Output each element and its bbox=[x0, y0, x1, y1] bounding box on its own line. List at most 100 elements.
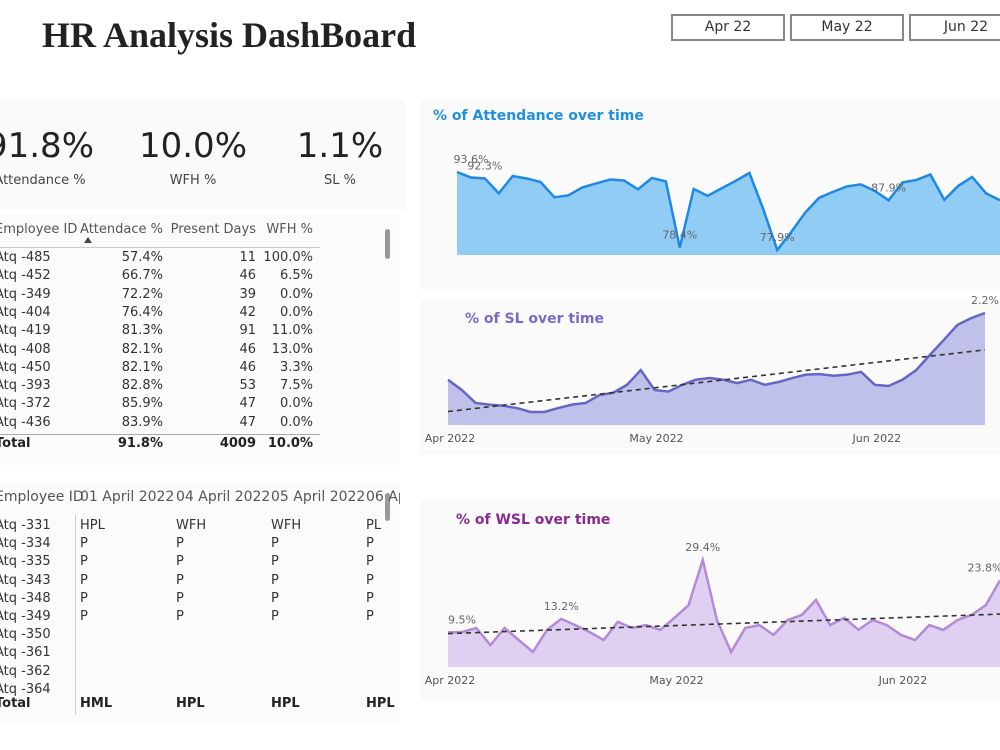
value-label: 87.9% bbox=[871, 181, 906, 194]
x-tick-label: May 2022 bbox=[629, 432, 683, 445]
table-cell: 13.0% bbox=[271, 341, 313, 357]
table-cell: P bbox=[366, 536, 374, 552]
table-cell: Atq -335 bbox=[0, 554, 51, 570]
table-cell: Atq -419 bbox=[0, 323, 51, 339]
table-cell: WFH bbox=[176, 518, 207, 533]
scrollbar[interactable] bbox=[385, 493, 390, 521]
scrollbar[interactable] bbox=[385, 229, 390, 259]
column-header[interactable]: Employee ID bbox=[0, 222, 78, 237]
table-cell: 42 bbox=[239, 304, 256, 320]
row-header-rule bbox=[75, 515, 76, 715]
kpi-label: WFH % bbox=[169, 173, 217, 188]
chart-title: % of Attendance over time bbox=[433, 108, 644, 124]
table-cell: 47 bbox=[239, 396, 256, 412]
trend-line bbox=[447, 613, 1000, 635]
area-fill bbox=[448, 313, 985, 425]
table-cell: P bbox=[271, 554, 279, 570]
table-cell: P bbox=[366, 554, 374, 570]
table-cell: P bbox=[176, 536, 184, 552]
table-cell: 39 bbox=[239, 286, 256, 302]
column-header[interactable]: 01 April 2022 bbox=[80, 489, 175, 505]
kpi-label: SL % bbox=[324, 173, 356, 188]
header-rule bbox=[0, 247, 320, 248]
chart-title: % of SL over time bbox=[465, 311, 604, 327]
slicer-button[interactable]: Jun 22 bbox=[909, 14, 1000, 41]
table-cell: 47 bbox=[239, 414, 256, 430]
total-cell: HPL bbox=[366, 696, 395, 711]
table-cell: Atq -404 bbox=[0, 304, 51, 320]
column-header[interactable]: 05 April 2022 bbox=[271, 489, 366, 505]
line bbox=[456, 170, 1000, 253]
total-cell: Total bbox=[0, 436, 31, 451]
value-label: 9.5% bbox=[448, 613, 476, 626]
table-cell: 7.5% bbox=[279, 378, 313, 394]
table-cell: 0.0% bbox=[279, 286, 313, 302]
table-cell: Atq -452 bbox=[0, 268, 51, 284]
table-cell: Atq -364 bbox=[0, 681, 51, 697]
total-cell: Total bbox=[0, 696, 31, 711]
table-cell: Atq -485 bbox=[0, 250, 51, 265]
table-cell: 0.0% bbox=[279, 304, 313, 320]
area-fill bbox=[457, 172, 1000, 255]
x-tick-label: Jun 2022 bbox=[852, 432, 902, 445]
area-fill bbox=[448, 560, 1000, 667]
slicer-button[interactable]: May 22 bbox=[790, 14, 904, 41]
table-cell: 72.2% bbox=[121, 286, 163, 302]
table-cell: P bbox=[271, 590, 279, 606]
leave-table: Employee ID 01 April 2022 04 April 2022 05 … bbox=[0, 483, 400, 723]
table-cell: Atq -349 bbox=[0, 609, 51, 624]
table-cell: P bbox=[80, 609, 88, 624]
table-cell: Atq -334 bbox=[0, 536, 51, 552]
table-cell: Atq -349 bbox=[0, 286, 51, 302]
value-label: 29.4% bbox=[685, 541, 720, 554]
table-cell: P bbox=[80, 572, 88, 588]
table-cell: Atq -362 bbox=[0, 663, 51, 679]
total-rule bbox=[0, 434, 320, 435]
column-header[interactable]: WFH % bbox=[266, 222, 313, 237]
total-cell: HPL bbox=[176, 696, 205, 711]
table-cell: 76.4% bbox=[121, 304, 163, 320]
kpi-value: 10.0% bbox=[138, 126, 247, 166]
table-cell: 46 bbox=[239, 268, 256, 284]
table-cell: 3.3% bbox=[279, 359, 313, 375]
table-cell: 85.9% bbox=[121, 396, 163, 412]
column-header[interactable]: 06 April 2022 bbox=[366, 489, 400, 505]
table-cell: 82.8% bbox=[121, 378, 163, 394]
chart-panel bbox=[420, 100, 1000, 290]
table-cell: Atq -361 bbox=[0, 645, 51, 661]
table-cell: P bbox=[366, 590, 374, 606]
table-cell: Atq -436 bbox=[0, 414, 51, 430]
table-cell: Atq -348 bbox=[0, 590, 51, 606]
chart-panel bbox=[420, 300, 1000, 455]
x-tick-label: May 2022 bbox=[649, 674, 703, 687]
table-cell: 83.9% bbox=[121, 414, 163, 430]
table-cell: 0.0% bbox=[279, 414, 313, 430]
table-cell: 81.3% bbox=[121, 323, 163, 339]
total-cell: 91.8% bbox=[117, 436, 163, 451]
value-label: 2.2% bbox=[971, 294, 999, 307]
table-cell: P bbox=[366, 572, 374, 588]
kpi-label: Attendance % bbox=[0, 173, 86, 188]
table-cell: P bbox=[366, 609, 374, 624]
table-cell: P bbox=[176, 554, 184, 570]
table-cell: Atq -331 bbox=[0, 518, 51, 533]
table-cell: 91 bbox=[239, 323, 256, 339]
table-cell: P bbox=[271, 572, 279, 588]
table-cell: Atq -393 bbox=[0, 378, 51, 394]
table-cell: 46 bbox=[239, 341, 256, 357]
sort-arrow bbox=[84, 237, 92, 243]
table-cell: P bbox=[176, 572, 184, 588]
column-header[interactable]: 04 April 2022 bbox=[176, 489, 271, 505]
column-header[interactable]: Employee ID bbox=[0, 489, 84, 505]
total-cell: HML bbox=[80, 696, 113, 711]
column-header[interactable]: Present Days bbox=[170, 222, 256, 237]
trend-line bbox=[447, 349, 986, 413]
line bbox=[447, 555, 1000, 655]
x-tick-label: Apr 2022 bbox=[425, 432, 476, 445]
table-cell: P bbox=[80, 554, 88, 570]
table-cell: Atq -408 bbox=[0, 341, 51, 357]
table-cell: WFH bbox=[271, 518, 302, 533]
table-cell: Atq -450 bbox=[0, 359, 51, 375]
slicer-button[interactable]: Apr 22 bbox=[671, 14, 785, 41]
column-header[interactable]: Attendace % bbox=[80, 222, 163, 237]
